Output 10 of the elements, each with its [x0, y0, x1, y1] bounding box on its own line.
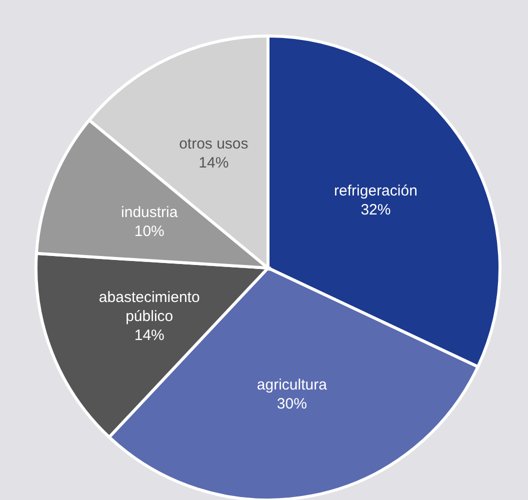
data-label: 10%	[134, 223, 164, 240]
slice-label: agricultura	[256, 376, 328, 394]
data-label: 30%	[276, 395, 307, 412]
data-label: 14%	[198, 154, 229, 172]
slice-label: otros usos	[179, 136, 248, 153]
slice-label: refrigeración	[334, 182, 418, 200]
data-label: 32%	[360, 202, 391, 219]
slice-label: industria	[121, 204, 178, 222]
slice-label: abastecimiento público	[98, 288, 200, 325]
data-label: 14%	[134, 326, 164, 344]
